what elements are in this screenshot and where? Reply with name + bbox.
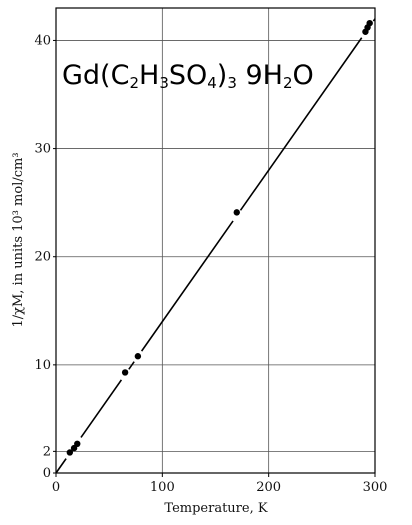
- data-point-0-2: [74, 441, 80, 447]
- fit-line-segment-3: [142, 221, 233, 351]
- x-tick-label-200: 200: [256, 480, 281, 495]
- x-tick-label-100: 100: [150, 480, 175, 495]
- title-segment: Gd(C: [62, 60, 129, 91]
- x-axis-label: Temperature, K: [164, 501, 267, 516]
- x-tick-label-300: 300: [363, 480, 388, 495]
- y-tick-label-30: 30: [34, 142, 51, 157]
- y-tick-label-2: 2: [43, 444, 51, 459]
- data-point-0-4: [135, 353, 141, 359]
- title-subscript: 3: [227, 74, 237, 92]
- y-tick-label-20: 20: [34, 250, 51, 265]
- chart-title: Gd(C2H3SO4)3 9H2O: [62, 60, 314, 92]
- y-tick-label-0: 0: [43, 466, 51, 481]
- fit-line-segment-2: [129, 362, 134, 370]
- title-subscript: 2: [129, 74, 139, 92]
- title-subscript: 4: [207, 74, 217, 92]
- fit-line-segment-1: [81, 380, 121, 438]
- title-segment: ): [217, 60, 228, 91]
- title-segment: O: [293, 60, 314, 91]
- title-subscript: 2: [283, 74, 293, 92]
- y-axis-label: 1/χM, in units 10³ mol/cm³: [11, 152, 26, 327]
- title-subscript: 3: [159, 74, 169, 92]
- x-tick-label-0: 0: [52, 480, 60, 495]
- title-segment: 9H: [237, 60, 283, 91]
- axis-ticks: 0 100 200 300 0 2 10 20 30 40: [34, 33, 387, 495]
- data-point-0-5: [234, 209, 240, 215]
- y-tick-label-40: 40: [34, 33, 51, 48]
- title-segment: SO: [169, 60, 207, 91]
- data-point-0-8: [366, 20, 372, 26]
- y-tick-label-10: 10: [34, 358, 51, 373]
- fit-line-segment-0: [56, 459, 66, 473]
- title-segment: H: [139, 60, 159, 91]
- data-point-0-3: [122, 369, 128, 375]
